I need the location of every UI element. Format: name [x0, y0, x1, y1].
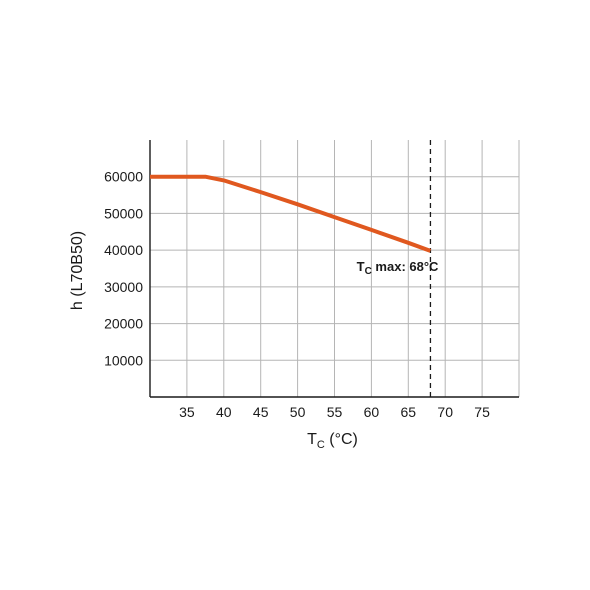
y-tick-label: 30000 [104, 279, 143, 295]
tc-max-label-sub: C [365, 266, 372, 277]
x-tick-label: 70 [437, 404, 453, 420]
x-tick-label: 45 [253, 404, 269, 420]
x-tick-label: 50 [290, 404, 306, 420]
x-tick-label: 65 [401, 404, 417, 420]
x-tick-label: 55 [327, 404, 343, 420]
tc-max-label-rest: max: 68°C [372, 259, 439, 274]
x-axis-title: TC (°C) [307, 431, 358, 451]
series-line [150, 174, 432, 253]
x-tick-label: 60 [364, 404, 380, 420]
y-tick-label: 50000 [104, 205, 143, 221]
x-tick-label: 75 [474, 404, 490, 420]
y-tick-label: 20000 [104, 316, 143, 332]
y-tick-label: 60000 [104, 169, 143, 185]
tc-max-label-main: T [357, 259, 365, 274]
x-axis-title-unit: (°C) [325, 431, 358, 448]
y-tick-label: 10000 [104, 352, 143, 368]
x-tick-labels: 35 40 45 50 55 60 65 70 75 [179, 404, 490, 420]
horizontal-gridlines [150, 176, 519, 361]
y-tick-labels: 10000 20000 30000 40000 50000 60000 [104, 169, 143, 369]
series-group [150, 174, 432, 253]
vertical-gridlines [186, 140, 520, 397]
x-tick-label: 40 [216, 404, 232, 420]
x-axis-title-main: T [307, 431, 317, 448]
y-axis-title: h (L70B50) [69, 231, 86, 310]
tc-max-label: TC max: 68°C [357, 259, 439, 277]
x-axis-title-sub: C [317, 439, 325, 451]
y-tick-label: 40000 [104, 242, 143, 258]
x-tick-label: 35 [179, 404, 195, 420]
